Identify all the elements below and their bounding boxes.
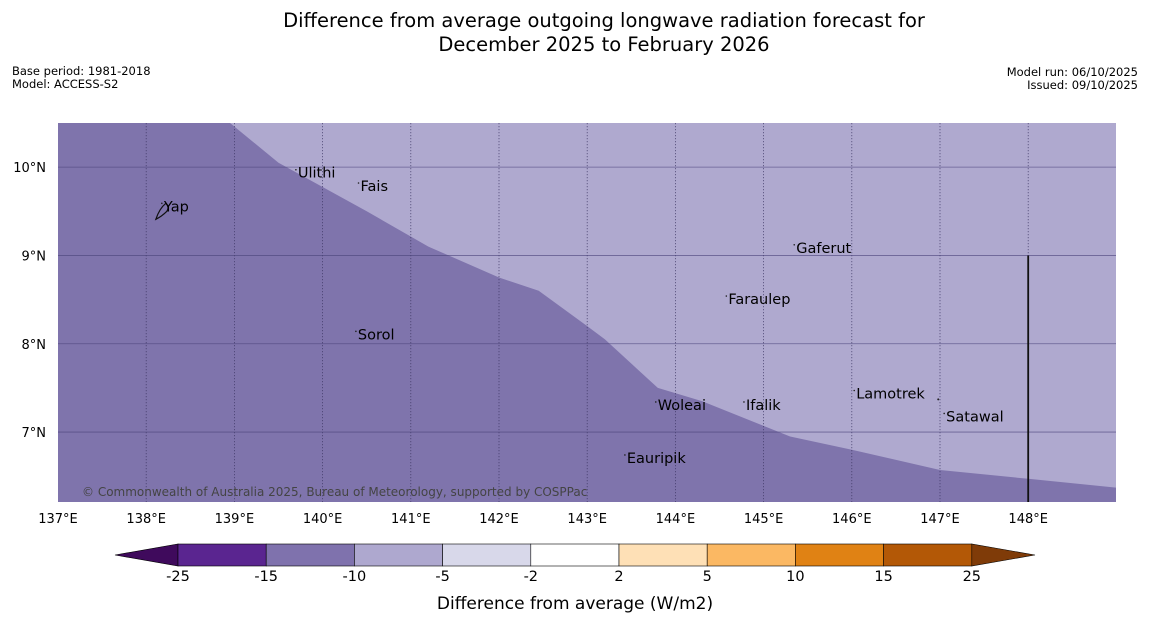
colorbar-tick-label: 2 [614,569,624,585]
lon-tick-label: 145°E [744,512,784,527]
colorbar-tick-label: -5 [435,569,450,585]
lon-tick-label: 147°E [920,512,960,527]
colorbar-segment [265,543,355,567]
lat-tick-label: 10°N [13,161,46,176]
place-label: Eauripik [627,451,686,467]
colorbar-tick-label: 10 [786,569,805,585]
lon-tick-label: 138°E [126,512,166,527]
island-dot [853,389,856,392]
lon-tick-label: 137°E [38,512,78,527]
title-line-2: December 2025 to February 2026 [438,33,770,56]
lon-tick-label: 148°E [1008,512,1048,527]
place-label: Yap [163,199,189,215]
island-dot [937,398,940,401]
colorbar-segment [354,543,443,567]
colorbar-tick-label: -10 [342,569,367,585]
place-label: Ifalik [746,398,781,414]
island-dot [654,401,657,403]
lat-tick-label: 9°N [22,249,47,264]
model-name: Model: ACCESS-S2 [12,77,119,91]
lon-tick-label: 140°E [303,512,343,527]
lon-tick-label: 146°E [832,512,872,527]
place-label: Faraulep [728,292,790,308]
place-label: Satawal [946,409,1003,425]
lon-tick-label: 139°E [215,512,255,527]
lon-tick-label: 143°E [567,512,607,527]
island-dot [161,202,163,205]
island-dot [743,401,745,403]
island-dot [295,168,297,171]
island-dot [355,330,357,333]
issued-date: Issued: 09/10/2025 [1027,78,1138,92]
place-label: Fais [361,179,388,195]
meta-left: Base period: 1981-2018 Model: ACCESS-S2 [12,65,151,91]
colorbar-tick-label: -15 [254,569,279,585]
colorbar-segment [618,543,708,567]
island-dot [793,244,796,246]
island-dot [725,295,728,297]
place-label: Sorol [358,327,395,343]
colorbar-tick-label: 25 [962,569,982,585]
colorbar-segment [883,543,973,567]
colorbar-tick-label: 15 [874,569,893,585]
field-dark [58,123,1116,502]
colorbar-extend-low [114,543,179,567]
island-dot [357,182,360,184]
colorbar-segment [177,543,267,567]
colorbar-segment [706,543,796,567]
colorbar-segment [795,543,884,567]
place-label: Ulithi [298,166,336,182]
colorbar-segment [442,543,532,567]
copyright-text: © Commonwealth of Australia 2025, Bureau… [82,485,587,499]
island-dot [943,412,945,415]
place-label: Woleai [658,398,706,414]
colorbar-segment [530,543,620,567]
title-line-1: Difference from average outgoing longwav… [283,9,925,32]
lon-tick-label: 142°E [479,512,519,527]
colorbar-extend-high [971,543,1036,567]
place-label: Lamotrek [856,386,925,402]
chart-title: Difference from average outgoing longwav… [0,9,1150,57]
meta-right: Model run: 06/10/2025 Issued: 09/10/2025 [1007,66,1138,92]
colorbar-tick-label: -2 [523,569,539,585]
lat-tick-label: 8°N [22,338,47,353]
lon-tick-label: 141°E [391,512,431,527]
lon-tick-label: 144°E [656,512,696,527]
colorbar-tick-label: 5 [702,569,712,585]
colorbar-tick-label: -25 [166,569,190,585]
place-label: Gaferut [796,241,851,257]
model-run: Model run: 06/10/2025 [1006,65,1138,79]
island-dot [624,454,626,456]
lat-tick-label: 7°N [22,426,47,441]
colorbar-label: Difference from average (W/m2) [436,594,714,614]
base-period: Base period: 1981-2018 [12,64,151,78]
yap-island-outline [154,202,169,221]
